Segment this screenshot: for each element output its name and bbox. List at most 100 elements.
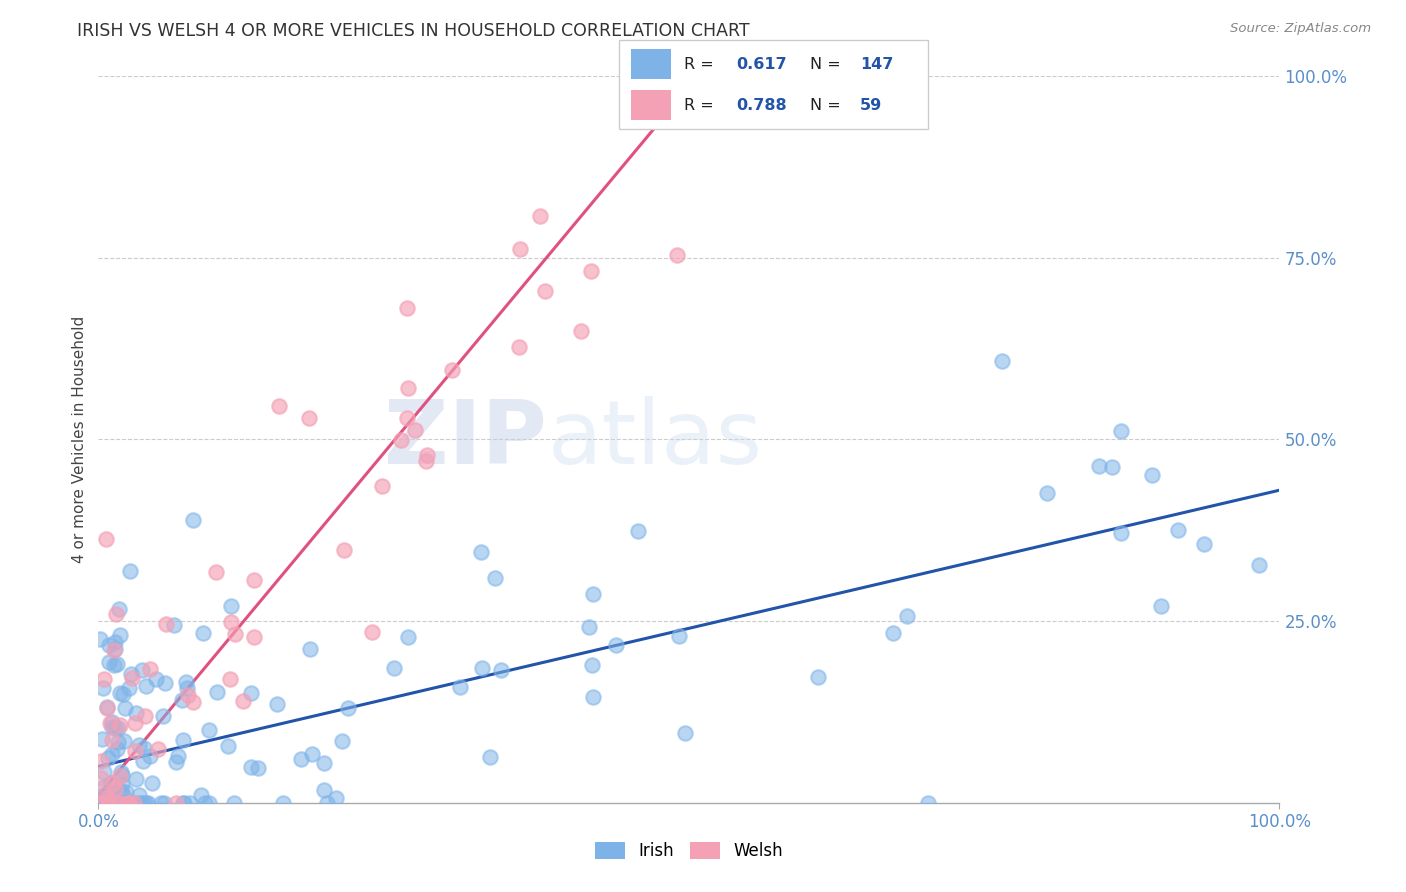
Point — [191, 625, 214, 640]
Point — [441, 362, 464, 376]
Point — [807, 670, 830, 684]
Point — [163, 617, 186, 632]
Point — [122, 796, 145, 810]
Point — [917, 796, 939, 810]
Point — [93, 681, 115, 696]
Point — [104, 796, 127, 810]
Point — [145, 673, 167, 687]
Point — [120, 564, 142, 578]
Point — [219, 672, 242, 686]
Point — [121, 671, 143, 685]
Point — [1088, 459, 1111, 474]
Point — [165, 755, 187, 769]
Point — [98, 796, 121, 810]
Point — [176, 681, 198, 696]
Point — [97, 790, 120, 805]
Point — [111, 788, 134, 802]
Point — [100, 747, 122, 761]
Point — [271, 796, 294, 810]
Point — [103, 657, 125, 672]
Point — [100, 789, 122, 803]
Point — [665, 248, 688, 262]
Point — [127, 796, 149, 810]
Point — [90, 796, 112, 810]
Point — [129, 796, 152, 810]
Point — [382, 661, 405, 675]
Y-axis label: 4 or more Vehicles in Household: 4 or more Vehicles in Household — [72, 316, 87, 563]
Point — [150, 796, 173, 810]
Point — [104, 721, 127, 735]
Point — [1247, 558, 1270, 572]
Point — [107, 735, 129, 749]
Point — [371, 479, 394, 493]
Point — [136, 796, 159, 810]
Point — [298, 411, 321, 425]
Point — [991, 353, 1014, 368]
Text: 0.788: 0.788 — [737, 98, 787, 112]
Point — [107, 796, 129, 810]
Point — [298, 642, 321, 657]
Point — [605, 638, 627, 652]
Point — [396, 630, 419, 644]
Point — [90, 771, 112, 785]
Point — [132, 754, 155, 768]
Point — [219, 615, 242, 630]
Point — [534, 285, 557, 299]
Point — [404, 423, 426, 437]
Point — [395, 301, 418, 315]
Point — [104, 796, 127, 810]
Point — [232, 693, 254, 707]
Point — [117, 796, 139, 810]
Point — [172, 733, 194, 747]
Point — [110, 784, 132, 798]
Point — [89, 796, 111, 810]
Point — [269, 399, 291, 413]
Point — [315, 796, 337, 810]
Point — [198, 796, 221, 810]
Point — [239, 760, 262, 774]
Point — [470, 545, 492, 559]
Point — [582, 690, 605, 704]
Point — [325, 791, 347, 805]
Point — [98, 796, 121, 810]
Point — [205, 684, 228, 698]
Point — [165, 796, 187, 810]
Point — [509, 242, 531, 256]
Point — [416, 448, 439, 462]
Point — [1150, 599, 1173, 613]
Point — [172, 693, 194, 707]
Point — [117, 681, 139, 695]
Point — [96, 796, 118, 810]
Point — [104, 782, 127, 797]
Point — [107, 741, 129, 756]
Text: R =: R = — [683, 57, 713, 71]
Point — [314, 756, 336, 771]
Point — [94, 532, 117, 546]
Point — [110, 717, 132, 731]
Point — [141, 776, 163, 790]
Point — [197, 723, 219, 737]
Point — [155, 617, 177, 632]
Point — [222, 796, 245, 810]
Point — [103, 796, 125, 810]
Point — [396, 381, 419, 395]
Point — [104, 607, 127, 621]
Text: ZIP: ZIP — [384, 396, 547, 483]
Point — [134, 796, 156, 810]
Point — [114, 701, 136, 715]
Point — [122, 796, 145, 810]
Point — [246, 761, 269, 775]
Point — [1194, 537, 1216, 551]
Point — [103, 642, 125, 657]
Point — [415, 454, 437, 468]
Point — [242, 630, 264, 644]
Point — [110, 796, 132, 810]
Point — [100, 714, 122, 729]
Point — [675, 726, 697, 740]
FancyBboxPatch shape — [631, 49, 671, 79]
Point — [181, 695, 204, 709]
Point — [219, 599, 242, 613]
Point — [478, 749, 501, 764]
Point — [115, 796, 138, 810]
Point — [484, 571, 506, 585]
